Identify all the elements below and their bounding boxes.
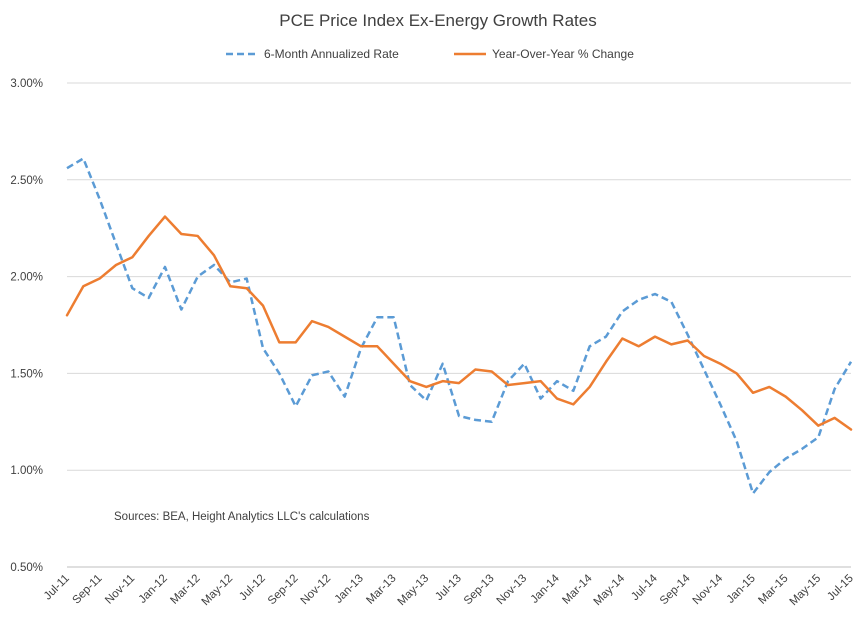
x-tick-label: Mar-15 (756, 572, 790, 606)
series-lines (65, 157, 853, 495)
chart-title: PCE Price Index Ex-Energy Growth Rates (279, 11, 596, 30)
x-tick-label: Nov-12 (299, 572, 334, 607)
x-tick-label: Sep-11 (71, 572, 105, 606)
x-tick-label: Mar-14 (560, 572, 595, 607)
x-tick-label: Nov-14 (691, 572, 726, 607)
x-tick-label: Nov-11 (103, 572, 137, 606)
y-axis-ticks: 0.50% 1.00% 1.50% 2.00% 2.50% 3.00% (10, 78, 43, 574)
x-tick-label: Mar-13 (364, 572, 398, 606)
gridlines (67, 82, 851, 471)
x-tick-label: Jan-13 (333, 572, 366, 605)
x-tick-label: Jul-12 (237, 572, 268, 603)
series-line-6-month-annualized (66, 157, 853, 495)
x-tick-label: Jul-13 (433, 572, 464, 603)
y-tick-label: 1.00% (10, 465, 43, 477)
y-tick-label: 1.50% (10, 368, 43, 380)
x-tick-label: Sep-12 (266, 572, 301, 607)
x-tick-label: May-14 (592, 572, 628, 608)
x-tick-label: May-12 (200, 572, 236, 608)
x-tick-label: Sep-14 (658, 572, 693, 607)
x-tick-label: May-13 (396, 572, 432, 608)
x-tick-label: Mar-12 (168, 572, 202, 606)
legend: 6-Month Annualized Rate Year-Over-Year %… (226, 47, 634, 61)
legend-label-6-month: 6-Month Annualized Rate (264, 47, 399, 61)
x-tick-label: Jan-15 (725, 572, 758, 605)
x-tick-label: Sep-13 (462, 572, 497, 607)
x-tick-label: Jul-15 (825, 572, 856, 603)
y-tick-label: 2.50% (10, 175, 43, 187)
legend-label-yoy: Year-Over-Year % Change (492, 47, 634, 61)
series-line-year-over-year (65, 215, 853, 431)
y-tick-label: 2.00% (10, 272, 43, 284)
x-tick-label: Jul-14 (629, 572, 660, 603)
x-tick-label: Jan-14 (529, 572, 563, 606)
x-tick-label: May-15 (788, 572, 824, 608)
y-tick-label: 0.50% (10, 562, 43, 574)
y-tick-label: 3.00% (10, 78, 43, 90)
x-tick-label: Jul-11 (42, 572, 72, 602)
x-tick-label: Nov-13 (495, 572, 530, 607)
source-note: Sources: BEA, Height Analytics LLC's cal… (114, 511, 370, 523)
x-tick-label: Jan-12 (137, 572, 170, 605)
